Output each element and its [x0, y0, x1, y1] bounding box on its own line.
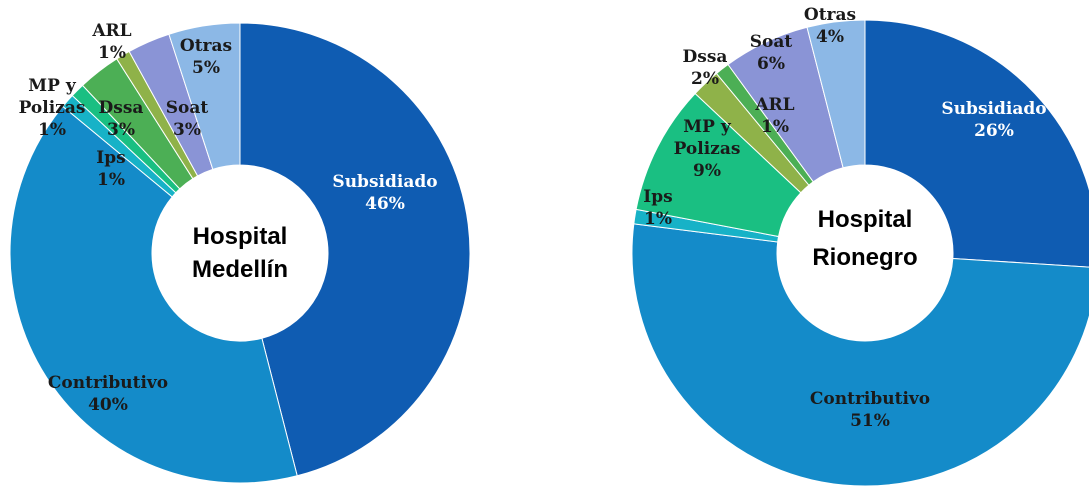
slice-label-subsidiado: Subsidiado 26%	[941, 99, 1046, 141]
chart-title: Hospital Medellín	[192, 223, 288, 283]
slice-label-ips: Ips 1%	[643, 187, 672, 229]
slice-subsidiado	[239, 22, 471, 477]
slice-label-subsidiado: Subsidiado 46%	[332, 172, 437, 214]
slice-label-ips: Ips 1%	[96, 148, 125, 190]
slice-label-contributivo: Contributivo 40%	[48, 373, 168, 415]
slice-contributivo	[9, 105, 298, 484]
slice-label-soat: Soat 3%	[166, 98, 209, 140]
slice-label-arl: ARL 1%	[754, 95, 794, 137]
slice-label-arl: ARL 1%	[91, 21, 131, 63]
slice-label-mp-y-polizas: MP y Polizas 9%	[674, 117, 741, 181]
slice-otras	[806, 19, 866, 169]
slice-otras	[168, 22, 241, 170]
slice-label-contributivo: Contributivo 51%	[810, 389, 930, 431]
slice-label-otras: Otras 4%	[804, 5, 856, 47]
slice-label-dssa: Dssa 3%	[99, 98, 144, 140]
donut-chart-rionegro: Subsidiado 26% Contributivo 51% Ips 1%MP y Pol…	[631, 5, 1089, 487]
chart-title: Hospital Rionegro	[812, 206, 917, 271]
slice-contributivo	[631, 223, 1089, 487]
slice-subsidiado	[864, 19, 1089, 268]
donut-chart-medellin: Subsidiado 46% Contributivo 40% Ips 1% MP y Pol…	[9, 21, 471, 484]
slice-label-dssa: Dssa 2%	[683, 47, 728, 89]
slice-label-otras: Otras 5%	[180, 36, 232, 78]
slice-label-mp-y-polizas: MP y Polizas 1%	[19, 76, 86, 140]
slice-label-soat: Soat 6%	[750, 32, 793, 74]
